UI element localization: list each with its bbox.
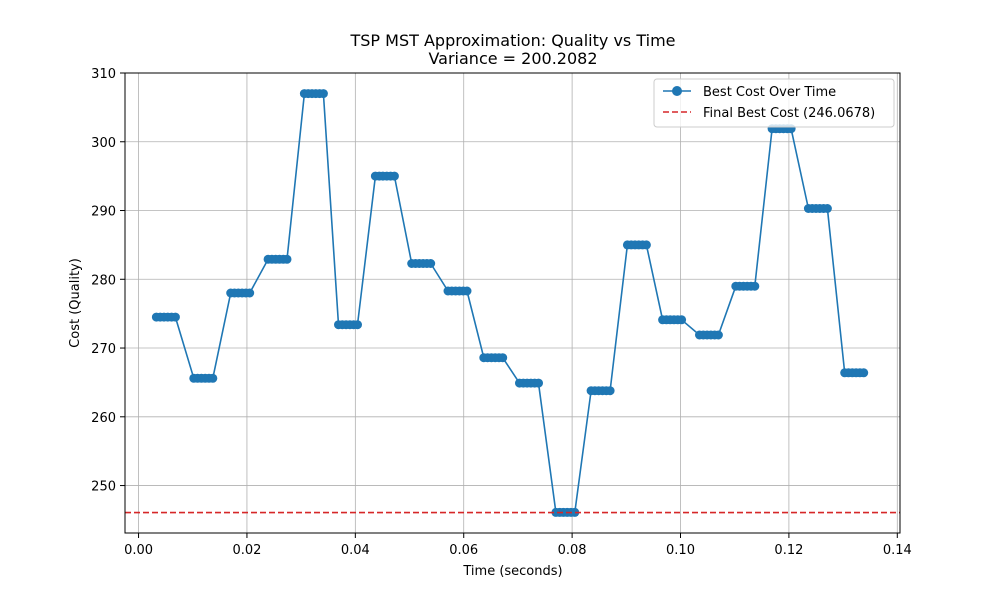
chart-title: TSP MST Approximation: Quality vs Time bbox=[350, 31, 676, 50]
best-cost-point bbox=[426, 259, 436, 268]
best-cost-point bbox=[570, 507, 580, 517]
best-cost-point bbox=[822, 204, 832, 213]
best-cost-point bbox=[318, 89, 328, 99]
legend: Best Cost Over Time Final Best Cost (246… bbox=[653, 78, 895, 128]
best-cost-point bbox=[859, 368, 869, 378]
y-axis-ticks: 250 260 270 280 290 300 310 bbox=[91, 67, 125, 495]
y-tick-label: 310 bbox=[91, 67, 116, 82]
legend-label-best-cost: Best Cost Over Time bbox=[703, 85, 836, 100]
best-cost-point bbox=[534, 378, 543, 388]
best-cost-point bbox=[353, 320, 362, 330]
best-cost-point bbox=[282, 254, 292, 264]
y-tick-label: 300 bbox=[91, 136, 116, 151]
x-tick-label: 0.00 bbox=[124, 543, 153, 558]
y-tick-label: 250 bbox=[91, 480, 116, 495]
y-tick-label: 280 bbox=[91, 273, 116, 288]
x-tick-label: 0.14 bbox=[883, 543, 912, 558]
x-tick-label: 0.02 bbox=[232, 543, 261, 558]
x-tick-label: 0.12 bbox=[774, 543, 803, 558]
x-axis-ticks: 0.00 0.02 0.04 0.06 0.08 0.10 0.12 0.14 bbox=[124, 533, 912, 558]
plot-frame bbox=[124, 72, 901, 534]
best-cost-point bbox=[170, 312, 180, 322]
best-cost-point bbox=[462, 286, 472, 296]
best-cost-point bbox=[750, 281, 760, 291]
best-cost-point bbox=[245, 288, 255, 298]
y-axis-label: Cost (Quality) bbox=[68, 258, 83, 348]
x-tick-label: 0.10 bbox=[666, 543, 695, 558]
legend-box bbox=[653, 78, 895, 128]
legend-label-final-best-cost: Final Best Cost (246.0678) bbox=[703, 106, 875, 121]
y-tick-label: 290 bbox=[91, 205, 116, 220]
x-tick-label: 0.06 bbox=[449, 543, 478, 558]
x-axis-label: Time (seconds) bbox=[462, 564, 562, 579]
best-cost-point bbox=[208, 373, 218, 383]
plot-data bbox=[125, 89, 900, 517]
best-cost-point bbox=[389, 171, 399, 181]
best-cost-point bbox=[498, 353, 508, 363]
best-cost-point bbox=[605, 386, 615, 396]
x-tick-label: 0.08 bbox=[558, 543, 587, 558]
best-cost-point bbox=[641, 240, 651, 250]
legend-swatch-best-cost-marker bbox=[672, 86, 682, 96]
y-tick-label: 260 bbox=[91, 411, 116, 426]
best-cost-point bbox=[677, 315, 687, 325]
y-tick-label: 270 bbox=[91, 342, 116, 357]
best-cost-point bbox=[713, 330, 723, 340]
chart-subtitle: Variance = 200.2082 bbox=[428, 49, 597, 68]
x-tick-label: 0.04 bbox=[341, 543, 370, 558]
